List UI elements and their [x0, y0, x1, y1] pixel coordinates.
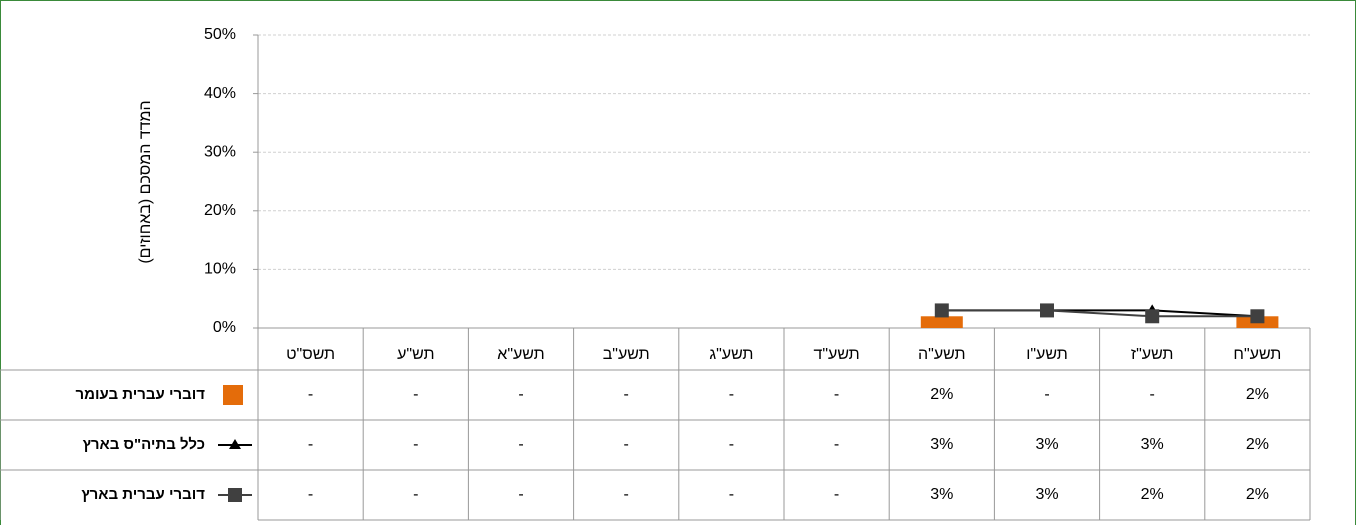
- y-tick-label: 30%: [204, 143, 236, 160]
- legend-label: דוברי עברית בארץ: [81, 486, 205, 503]
- table-cell: 2%: [1141, 486, 1164, 503]
- table-cell: 2%: [1246, 386, 1269, 403]
- x-tick-label: תשע"ח: [1233, 346, 1281, 363]
- legend-marker: [229, 439, 241, 449]
- marker: [934, 303, 949, 318]
- y-tick-label: 40%: [204, 85, 236, 102]
- x-tick-label: תשס"ט: [286, 346, 335, 363]
- y-axis-title: המדד המסכם (באחוזים): [137, 100, 154, 263]
- table-cell: -: [518, 386, 523, 403]
- table-cell: -: [1044, 386, 1049, 403]
- table-cell: 3%: [930, 486, 953, 503]
- x-tick-label: תש"ע: [397, 346, 434, 363]
- table-cell: -: [518, 436, 523, 453]
- table-cell: -: [729, 436, 734, 453]
- y-tick-label: 10%: [204, 261, 236, 278]
- table-cell: -: [518, 486, 523, 503]
- table-cell: 2%: [930, 386, 953, 403]
- table-cell: -: [624, 486, 629, 503]
- table-cell: -: [729, 386, 734, 403]
- table-cell: -: [308, 436, 313, 453]
- table-cell: -: [413, 486, 418, 503]
- bar: [920, 316, 963, 328]
- marker: [1040, 303, 1054, 318]
- y-tick-label: 50%: [204, 26, 236, 43]
- y-tick-label: 20%: [204, 202, 236, 219]
- x-tick-label: תשע"ו: [1026, 346, 1068, 363]
- legend-label: דוברי עברית בעומר: [75, 386, 205, 403]
- table-cell: -: [413, 436, 418, 453]
- marker: [1145, 309, 1160, 324]
- marker: [1250, 309, 1265, 324]
- table-cell: -: [413, 386, 418, 403]
- x-tick-label: תשע"ז: [1131, 346, 1174, 363]
- table-cell: -: [834, 386, 839, 403]
- table-cell: 2%: [1246, 436, 1269, 453]
- y-tick-label: 0%: [213, 319, 236, 336]
- table-cell: -: [1150, 386, 1155, 403]
- x-tick-label: תשע"א: [497, 346, 544, 363]
- table-cell: 3%: [1035, 436, 1058, 453]
- table-cell: 3%: [930, 436, 953, 453]
- legend-swatch: [223, 385, 243, 405]
- table-cell: -: [729, 486, 734, 503]
- table-cell: 3%: [1035, 486, 1058, 503]
- x-tick-label: תשע"ב: [603, 346, 650, 363]
- table-cell: -: [308, 386, 313, 403]
- table-cell: -: [834, 436, 839, 453]
- legend-marker: [228, 488, 242, 502]
- table-cell: -: [624, 386, 629, 403]
- table-cell: 3%: [1141, 436, 1164, 453]
- table-cell: 2%: [1246, 486, 1269, 503]
- legend-label: כלל בתיה"ס בארץ: [83, 436, 205, 453]
- table-cell: -: [624, 436, 629, 453]
- x-tick-label: תשע"ג: [709, 346, 753, 363]
- x-tick-label: תשע"ה: [918, 346, 966, 363]
- table-cell: -: [308, 486, 313, 503]
- line: [941, 309, 1258, 318]
- x-tick-label: תשע"ד: [813, 346, 859, 363]
- table-cell: -: [834, 486, 839, 503]
